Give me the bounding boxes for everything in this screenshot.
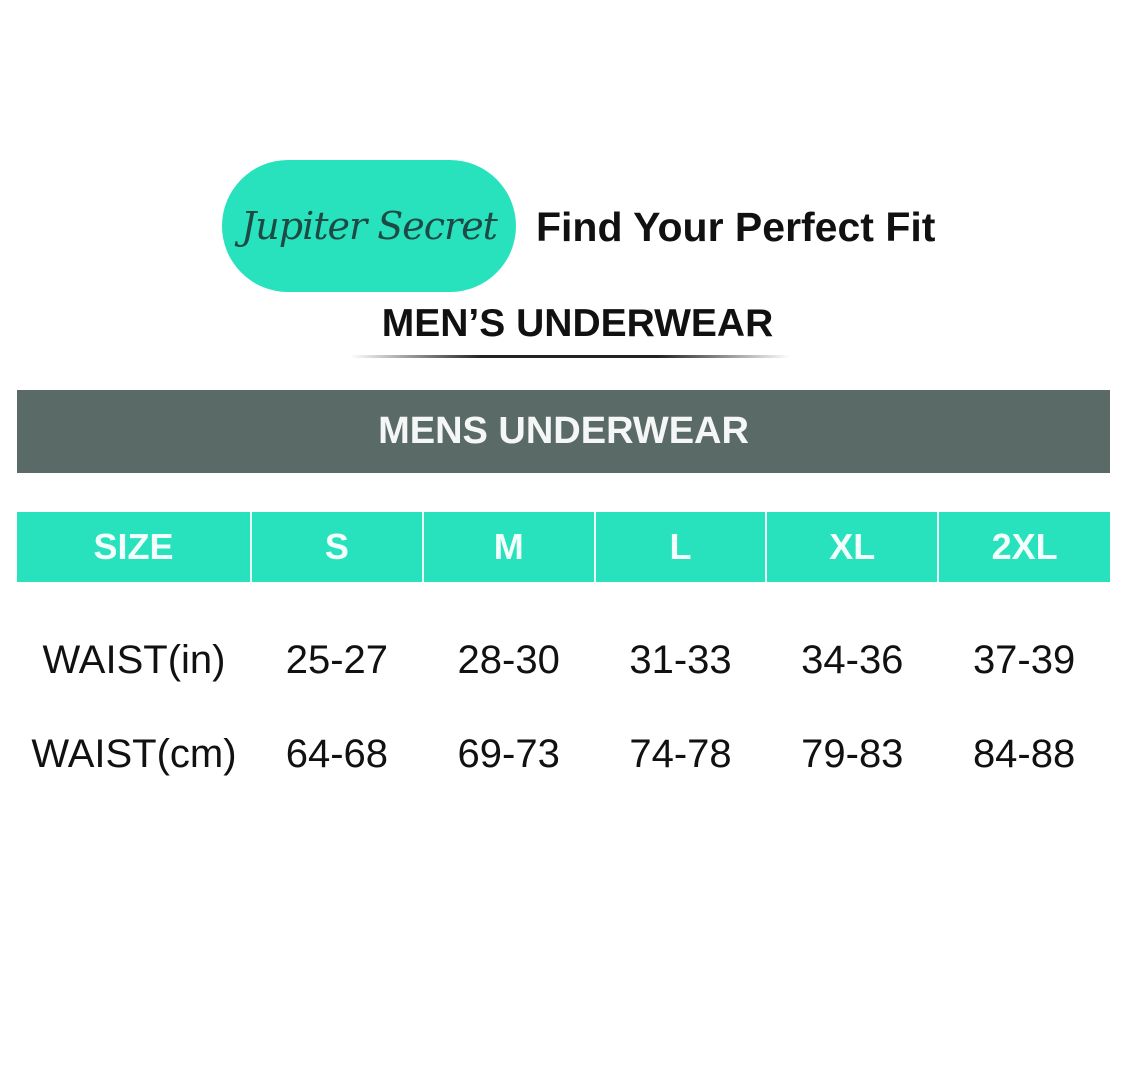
column-header: SIZE [17,512,251,582]
column-header: XL [765,512,939,582]
tagline: Find Your Perfect Fit [536,204,936,250]
table-cell: 37-39 [972,638,1076,682]
table-cell: 25-27 [285,638,389,682]
table-header-row: SIZE S M L XL 2XL [17,512,1110,582]
table-cell: 79-83 [801,732,904,776]
banner-title: MENS UNDERWEAR [378,410,749,452]
row-label: WAIST(cm) [31,732,237,776]
table-cell: 31-33 [629,638,732,682]
table-cell: 74-78 [629,732,732,776]
row-label: WAIST(in) [42,638,226,682]
page-subtitle: MEN’S UNDERWEAR [381,302,774,345]
column-header: S [250,512,423,582]
table-cell: 34-36 [801,638,904,682]
divider [350,355,790,358]
logo-text: Jupiter Secret [241,204,498,248]
column-header: M [421,512,595,582]
brand-logo: Jupiter Secret [222,160,516,292]
size-chart-table: SIZE S M L XL 2XL WAIST(in) 25-27 28-30 … [17,512,1110,812]
table-row: WAIST(cm) 64-68 69-73 74-78 79-83 84-88 [17,697,1110,812]
table-cell: 69-73 [457,732,560,776]
column-header: 2XL [937,512,1110,582]
section-banner: MENS UNDERWEAR [17,390,1110,473]
table-cell: 28-30 [457,638,560,682]
table-row: WAIST(in) 25-27 28-30 31-33 34-36 37-39 [17,582,1110,697]
table-cell: 84-88 [972,732,1076,776]
table-cell: 64-68 [285,732,389,776]
column-header: L [593,512,767,582]
